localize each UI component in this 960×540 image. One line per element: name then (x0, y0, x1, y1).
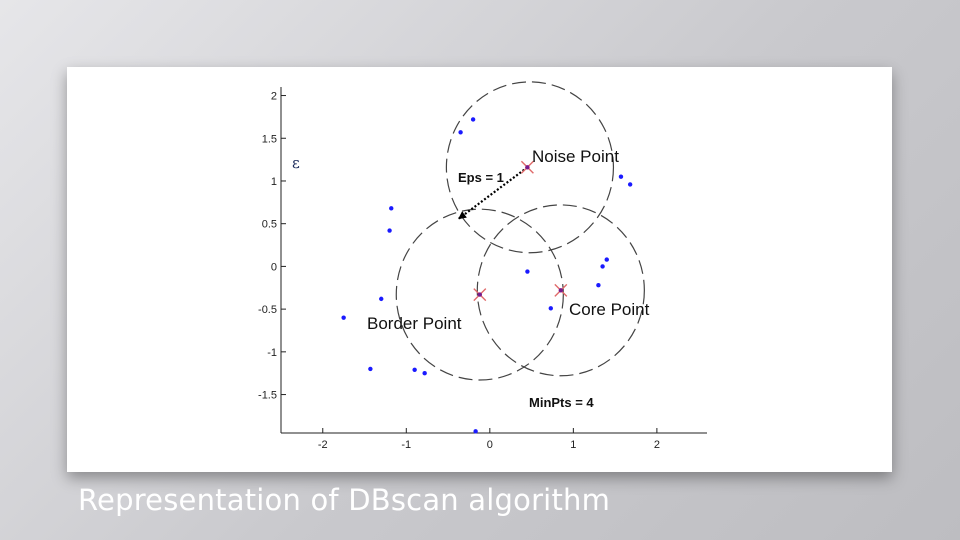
data-point (470, 117, 476, 122)
eps-circle (445, 81, 615, 254)
data-point (368, 366, 373, 372)
x-tick-label: 2 (654, 439, 660, 451)
data-point (600, 264, 605, 269)
eps-circle (476, 204, 645, 377)
minpts-label: MinPts = 4 (529, 395, 594, 410)
figure-card: -1.5 -1 -0.5 0 0.5 1 1.5 2 -2 -1 0 1 2 ε Noise Point… (67, 67, 892, 472)
data-point (422, 370, 427, 376)
y-tick-label: 1 (271, 176, 277, 188)
data-point (458, 130, 463, 135)
border-point-label: Border Point (367, 314, 462, 333)
special-point (525, 165, 530, 170)
special-point (477, 292, 482, 297)
slide-caption: Representation of DBscan algorithm (78, 483, 611, 517)
data-point (341, 315, 346, 320)
y-tick-label: 0.5 (262, 219, 277, 231)
special-point-marker (473, 288, 487, 302)
noise-point-label: Noise Point (532, 147, 619, 166)
epsilon-symbol: ε (292, 154, 300, 172)
data-point (596, 283, 601, 288)
data-point (412, 367, 417, 372)
dbscan-scatter-plot: -1.5 -1 -0.5 0 0.5 1 1.5 2 -2 -1 0 1 2 ε Noise Point… (258, 81, 707, 451)
data-point (389, 206, 394, 211)
x-tick-label: 0 (487, 439, 493, 451)
annotations: ε Noise Point Eps = 1 Border Point Core … (292, 147, 650, 410)
data-point (604, 257, 609, 262)
data-point (473, 429, 478, 434)
y-tick-label: -1 (267, 347, 277, 359)
data-point (387, 228, 392, 233)
labeled-points (473, 160, 568, 302)
eps-circles (395, 81, 645, 381)
eps-label: Eps = 1 (458, 170, 504, 185)
data-point (379, 296, 384, 302)
data-point (627, 182, 633, 187)
x-tick-label: -1 (401, 439, 411, 451)
eps-circle (395, 208, 564, 381)
data-point (525, 269, 530, 274)
data-point (548, 306, 553, 311)
x-tick-label: -2 (318, 439, 328, 451)
core-point-label: Core Point (569, 300, 650, 319)
data-points (341, 117, 633, 434)
axes: -1.5 -1 -0.5 0 0.5 1 1.5 2 -2 -1 0 1 2 (258, 87, 707, 451)
special-point-marker (554, 283, 568, 297)
data-point (618, 174, 624, 179)
y-tick-label: 2 (271, 91, 277, 103)
y-tick-label: -1.5 (258, 390, 277, 402)
x-tick-label: 1 (570, 439, 576, 451)
y-tick-label: 0 (271, 261, 277, 273)
y-tick-label: -0.5 (258, 304, 277, 316)
special-point-marker (520, 160, 534, 174)
special-point (558, 288, 564, 293)
y-tick-label: 1.5 (262, 133, 277, 145)
